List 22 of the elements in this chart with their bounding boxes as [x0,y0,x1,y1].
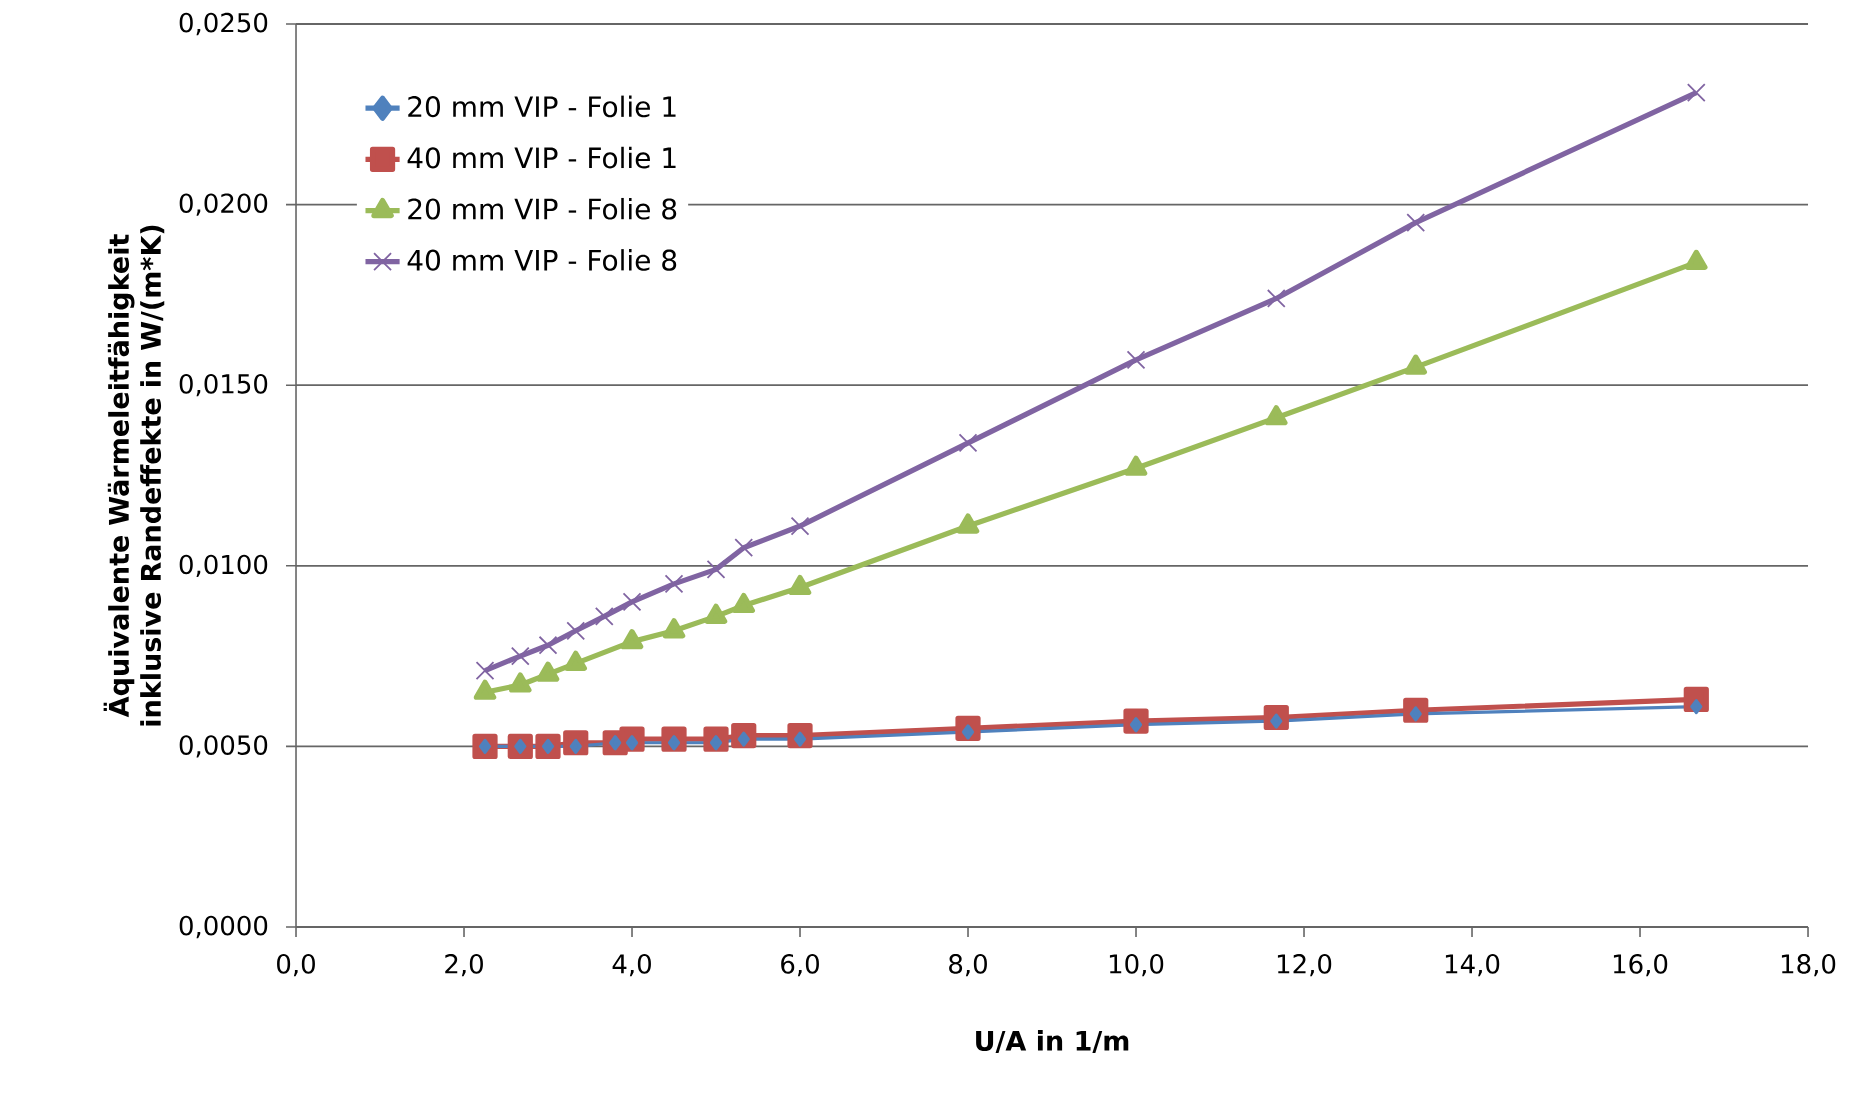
legend-label: 20 mm VIP - Folie 1 [408,95,676,118]
x-tick-label: 10,0 [1109,954,1164,977]
legend-label: 40 mm VIP - Folie 1 [407,146,676,169]
x-tick-label: 8,0 [949,954,987,977]
x-tick-label: 14,0 [1445,954,1500,977]
y-tick-label: 0,0100 [179,554,268,577]
x-tick-label: 6,0 [781,954,819,977]
x-tick-label: 18,0 [1781,954,1836,977]
legend-label: 40 mm VIP - Folie 8 [407,249,677,271]
y-axis-title: Äquivalente Wärmeleitfähigkeit inklusive Randeffekte in W/(m*K) [103,225,165,726]
y-tick-label: 0,0200 [179,193,268,216]
x-tick-label: 16,0 [1613,954,1668,977]
y-tick-label: 0,0050 [179,735,268,758]
y-tick-label: 0,0000 [179,915,268,939]
x-tick-label: 0,0 [277,954,315,977]
x-tick-label: 12,0 [1277,954,1332,977]
y-tick-label: 0,0150 [179,374,268,397]
x-tick-label: 2,0 [445,954,483,977]
x-tick-label: 4,0 [612,954,651,977]
legend-label: 20 mm VIP - Folie 8 [408,197,677,220]
y-tick-label: 0,0250 [179,12,268,36]
x-axis-title: U/A in 1/m [976,1030,1129,1054]
